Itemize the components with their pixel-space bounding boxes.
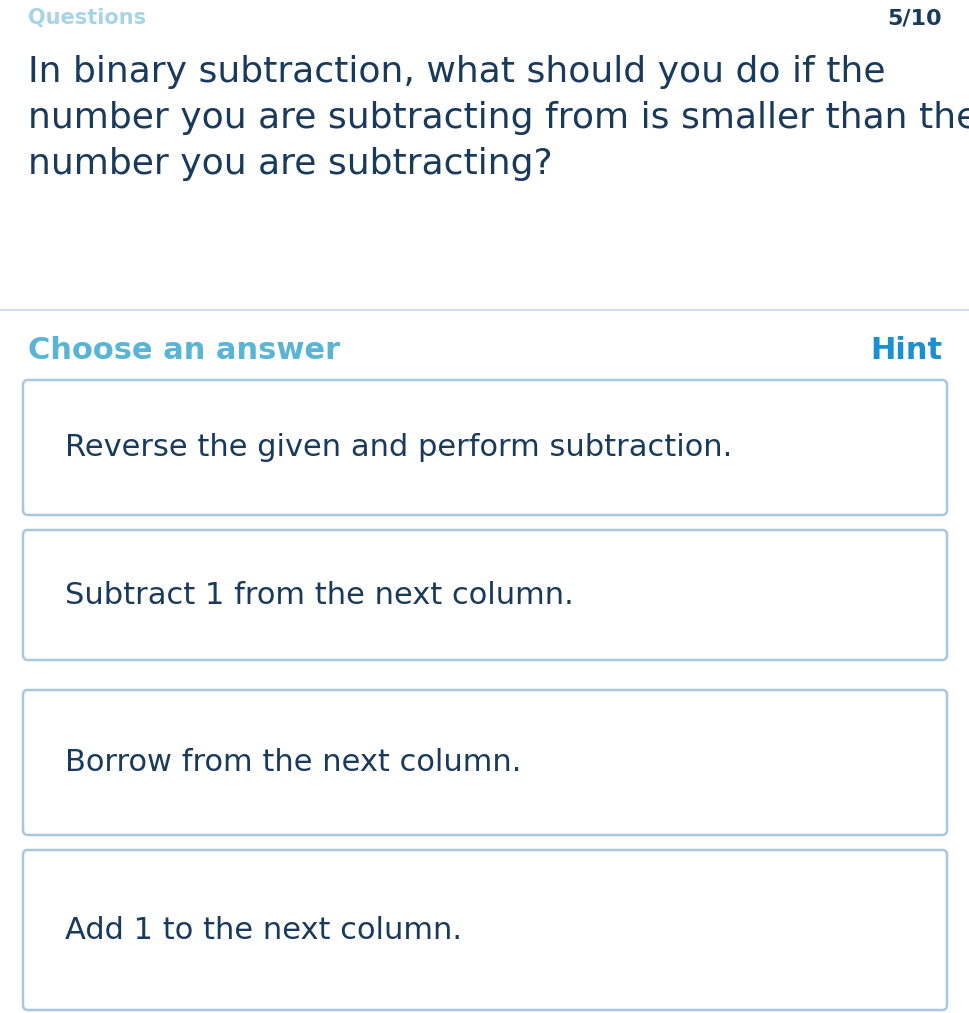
Text: Subtract 1 from the next column.: Subtract 1 from the next column. [65,580,573,610]
Text: In binary subtraction, what should you do if the
number you are subtracting from: In binary subtraction, what should you d… [28,55,969,181]
Text: 5/10: 5/10 [887,8,941,28]
Text: Reverse the given and perform subtraction.: Reverse the given and perform subtractio… [65,433,732,462]
Text: Add 1 to the next column.: Add 1 to the next column. [65,916,461,944]
Text: Hint: Hint [869,336,941,365]
Text: Questions: Questions [28,8,146,28]
FancyBboxPatch shape [23,380,946,515]
Text: Choose an answer: Choose an answer [28,336,340,365]
Text: Borrow from the next column.: Borrow from the next column. [65,748,521,777]
FancyBboxPatch shape [23,690,946,835]
FancyBboxPatch shape [23,530,946,660]
FancyBboxPatch shape [23,850,946,1010]
